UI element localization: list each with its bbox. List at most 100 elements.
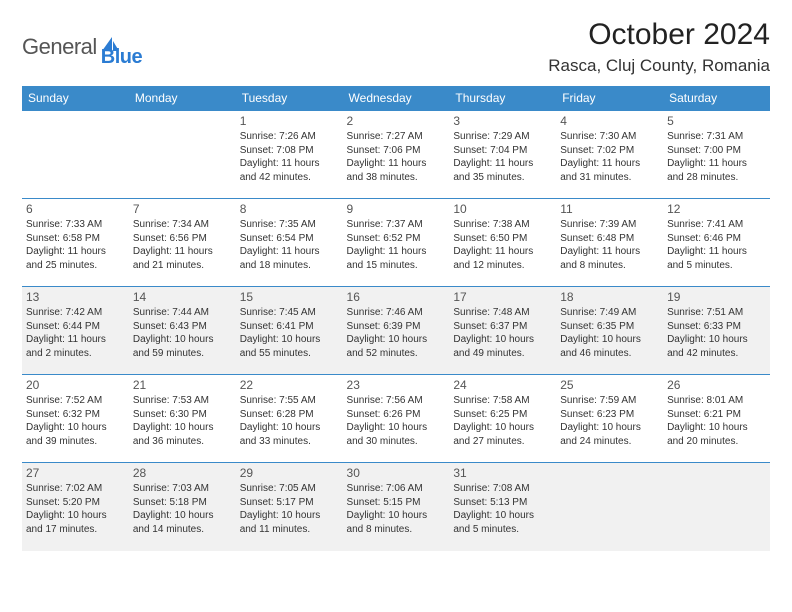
calendar-day-cell: 27Sunrise: 7:02 AMSunset: 5:20 PMDayligh… [22, 463, 129, 551]
location-text: Rasca, Cluj County, Romania [548, 56, 770, 76]
calendar-empty-cell [22, 111, 129, 199]
day-info: Sunrise: 7:58 AMSunset: 6:25 PMDaylight:… [453, 394, 552, 448]
calendar-body: 1 Sunrise: 7:26 AMSunset: 7:08 PMDaylight… [22, 111, 770, 551]
day-number: 17 [453, 290, 552, 304]
title-block: October 2024 Rasca, Cluj County, Romania [548, 18, 770, 76]
day-info: Sunrise: 7:34 AMSunset: 6:56 PMDaylight:… [133, 218, 232, 272]
month-title: October 2024 [548, 18, 770, 52]
day-info: Sunrise: 7:08 AMSunset: 5:13 PMDaylight:… [453, 482, 552, 536]
calendar-day-cell: 14Sunrise: 7:44 AMSunset: 6:43 PMDayligh… [129, 287, 236, 375]
day-number: 10 [453, 202, 552, 216]
day-number: 5 [667, 114, 766, 128]
day-info: Sunrise: 7:52 AMSunset: 6:32 PMDaylight:… [26, 394, 125, 448]
calendar-day-cell: 19Sunrise: 7:51 AMSunset: 6:33 PMDayligh… [663, 287, 770, 375]
weekday-header: Saturday [663, 86, 770, 111]
calendar-empty-cell [556, 463, 663, 551]
day-number: 28 [133, 466, 232, 480]
day-info: Sunrise: 7:30 AMSunset: 7:02 PMDaylight:… [560, 130, 659, 184]
day-info: Sunrise: 7:37 AMSunset: 6:52 PMDaylight:… [347, 218, 446, 272]
calendar-day-cell: 11 Sunrise: 7:39 AMSunset: 6:48 PMDayligh… [556, 199, 663, 287]
day-number: 14 [133, 290, 232, 304]
day-number: 18 [560, 290, 659, 304]
day-number: 15 [240, 290, 339, 304]
day-info: Sunrise: 7:56 AMSunset: 6:26 PMDaylight:… [347, 394, 446, 448]
day-number: 1 [240, 114, 339, 128]
day-number: 6 [26, 202, 125, 216]
day-number: 13 [26, 290, 125, 304]
day-number: 26 [667, 378, 766, 392]
day-info: Sunrise: 7:48 AMSunset: 6:37 PMDaylight:… [453, 306, 552, 360]
calendar-day-cell: 8Sunrise: 7:35 AMSunset: 6:54 PMDaylight… [236, 199, 343, 287]
weekday-header: Wednesday [343, 86, 450, 111]
day-info: Sunrise: 7:02 AMSunset: 5:20 PMDaylight:… [26, 482, 125, 536]
day-info: Sunrise: 7:39 AMSunset: 6:48 PMDaylight:… [560, 218, 659, 272]
calendar-week-row: 6 Sunrise: 7:33 AMSunset: 6:58 PMDaylight… [22, 199, 770, 287]
day-info: Sunrise: 7:53 AMSunset: 6:30 PMDaylight:… [133, 394, 232, 448]
calendar-week-row: 1 Sunrise: 7:26 AMSunset: 7:08 PMDaylight… [22, 111, 770, 199]
day-info: Sunrise: 7:45 AMSunset: 6:41 PMDaylight:… [240, 306, 339, 360]
day-number: 20 [26, 378, 125, 392]
weekday-header: Monday [129, 86, 236, 111]
day-number: 11 [560, 202, 659, 216]
calendar-day-cell: 1 Sunrise: 7:26 AMSunset: 7:08 PMDaylight… [236, 111, 343, 199]
day-number: 30 [347, 466, 446, 480]
day-info: Sunrise: 7:51 AMSunset: 6:33 PMDaylight:… [667, 306, 766, 360]
calendar-week-row: 13 Sunrise: 7:42 AMSunset: 6:44 PMDayligh… [22, 287, 770, 375]
day-number: 12 [667, 202, 766, 216]
calendar-day-cell: 29Sunrise: 7:05 AMSunset: 5:17 PMDayligh… [236, 463, 343, 551]
day-info: Sunrise: 8:01 AMSunset: 6:21 PMDaylight:… [667, 394, 766, 448]
calendar-day-cell: 28 Sunrise: 7:03 AMSunset: 5:18 PMDayligh… [129, 463, 236, 551]
calendar-day-cell: 2 Sunrise: 7:27 AMSunset: 7:06 PMDaylight… [343, 111, 450, 199]
brand-part2: Blue [101, 46, 142, 69]
calendar-day-cell: 23Sunrise: 7:56 AMSunset: 6:26 PMDayligh… [343, 375, 450, 463]
day-info: Sunrise: 7:49 AMSunset: 6:35 PMDaylight:… [560, 306, 659, 360]
calendar-day-cell: 10 Sunrise: 7:38 AMSunset: 6:50 PMDayligh… [449, 199, 556, 287]
calendar-day-cell: 17 Sunrise: 7:48 AMSunset: 6:37 PMDayligh… [449, 287, 556, 375]
calendar-day-cell: 9 Sunrise: 7:37 AMSunset: 6:52 PMDaylight… [343, 199, 450, 287]
calendar-week-row: 27Sunrise: 7:02 AMSunset: 5:20 PMDayligh… [22, 463, 770, 551]
calendar-day-cell: 26 Sunrise: 8:01 AMSunset: 6:21 PMDayligh… [663, 375, 770, 463]
day-info: Sunrise: 7:29 AMSunset: 7:04 PMDaylight:… [453, 130, 552, 184]
day-info: Sunrise: 7:35 AMSunset: 6:54 PMDaylight:… [240, 218, 339, 272]
day-info: Sunrise: 7:33 AMSunset: 6:58 PMDaylight:… [26, 218, 125, 272]
day-info: Sunrise: 7:05 AMSunset: 5:17 PMDaylight:… [240, 482, 339, 536]
calendar-day-cell: 15 Sunrise: 7:45 AMSunset: 6:41 PMDayligh… [236, 287, 343, 375]
header: General Blue October 2024 Rasca, Cluj Co… [22, 18, 770, 76]
day-number: 16 [347, 290, 446, 304]
day-info: Sunrise: 7:27 AMSunset: 7:06 PMDaylight:… [347, 130, 446, 184]
calendar-day-cell: 4 Sunrise: 7:30 AMSunset: 7:02 PMDaylight… [556, 111, 663, 199]
calendar-day-cell: 31Sunrise: 7:08 AMSunset: 5:13 PMDayligh… [449, 463, 556, 551]
calendar-day-cell: 20 Sunrise: 7:52 AMSunset: 6:32 PMDayligh… [22, 375, 129, 463]
weekday-header: Thursday [449, 86, 556, 111]
weekday-header: Tuesday [236, 86, 343, 111]
day-number: 3 [453, 114, 552, 128]
calendar-day-cell: 24Sunrise: 7:58 AMSunset: 6:25 PMDayligh… [449, 375, 556, 463]
day-number: 9 [347, 202, 446, 216]
calendar-table: SundayMondayTuesdayWednesdayThursdayFrid… [22, 86, 770, 551]
day-info: Sunrise: 7:41 AMSunset: 6:46 PMDaylight:… [667, 218, 766, 272]
day-info: Sunrise: 7:38 AMSunset: 6:50 PMDaylight:… [453, 218, 552, 272]
day-info: Sunrise: 7:59 AMSunset: 6:23 PMDaylight:… [560, 394, 659, 448]
calendar-week-row: 20 Sunrise: 7:52 AMSunset: 6:32 PMDayligh… [22, 375, 770, 463]
day-info: Sunrise: 7:03 AMSunset: 5:18 PMDaylight:… [133, 482, 232, 536]
day-number: 7 [133, 202, 232, 216]
calendar-day-cell: 7 Sunrise: 7:34 AMSunset: 6:56 PMDaylight… [129, 199, 236, 287]
day-info: Sunrise: 7:31 AMSunset: 7:00 PMDaylight:… [667, 130, 766, 184]
calendar-day-cell: 13 Sunrise: 7:42 AMSunset: 6:44 PMDayligh… [22, 287, 129, 375]
day-number: 4 [560, 114, 659, 128]
calendar-day-cell: 22 Sunrise: 7:55 AMSunset: 6:28 PMDayligh… [236, 375, 343, 463]
weekday-header: Friday [556, 86, 663, 111]
day-info: Sunrise: 7:26 AMSunset: 7:08 PMDaylight:… [240, 130, 339, 184]
calendar-day-cell: 21Sunrise: 7:53 AMSunset: 6:30 PMDayligh… [129, 375, 236, 463]
brand-part1: General [22, 34, 97, 60]
calendar-day-cell: 12 Sunrise: 7:41 AMSunset: 6:46 PMDayligh… [663, 199, 770, 287]
day-number: 2 [347, 114, 446, 128]
weekday-header: Sunday [22, 86, 129, 111]
day-number: 25 [560, 378, 659, 392]
day-info: Sunrise: 7:42 AMSunset: 6:44 PMDaylight:… [26, 306, 125, 360]
day-info: Sunrise: 7:55 AMSunset: 6:28 PMDaylight:… [240, 394, 339, 448]
calendar-day-cell: 18 Sunrise: 7:49 AMSunset: 6:35 PMDayligh… [556, 287, 663, 375]
day-info: Sunrise: 7:06 AMSunset: 5:15 PMDaylight:… [347, 482, 446, 536]
day-number: 22 [240, 378, 339, 392]
calendar-day-cell: 16Sunrise: 7:46 AMSunset: 6:39 PMDayligh… [343, 287, 450, 375]
